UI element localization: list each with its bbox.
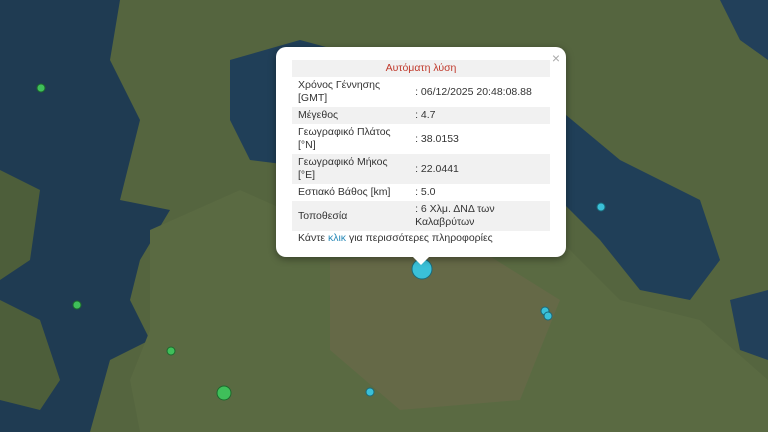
- row-label: Τοποθεσία: [298, 209, 348, 222]
- earthquake-popup: × Αυτόματη λύση Χρόνος Γέννησης [GMT] : 0…: [276, 47, 566, 257]
- land-west: [0, 170, 60, 410]
- row-label: Χρόνος Γέννησης [GMT]: [298, 79, 381, 104]
- sea-east: [720, 0, 768, 360]
- row-label: Μέγεθος: [298, 109, 339, 121]
- table-row: Χρόνος Γέννησης [GMT] : 06/12/2025 20:48:…: [292, 77, 550, 107]
- row-label: Γεωγραφικό Μήκος [°E]: [298, 156, 388, 181]
- mountains: [330, 250, 560, 410]
- table-row: Εστιακό Βάθος [km] : 5.0: [292, 184, 550, 201]
- row-label: Γεωγραφικό Πλάτος [°N]: [298, 126, 391, 151]
- table-row: Γεωγραφικό Πλάτος [°N] : 38.0153: [292, 124, 550, 154]
- more-info-text: Κάντε κλικ για περισσότερες πληροφορίες: [298, 232, 493, 244]
- earthquake-marker[interactable]: [36, 83, 46, 93]
- table-row: Τοποθεσία : 6 Χλμ. ΔΝΔ των Καλαβρύτων: [292, 201, 550, 231]
- footer-pre: Κάντε: [298, 232, 328, 244]
- popup-tip: [411, 255, 431, 265]
- earthquake-marker[interactable]: [166, 346, 176, 356]
- row-label: Εστιακό Βάθος [km]: [298, 186, 391, 198]
- row-value: : 5.0: [415, 186, 436, 198]
- close-icon[interactable]: ×: [551, 50, 560, 66]
- table-row: Μέγεθος : 4.7: [292, 107, 550, 124]
- row-value: : 22.0441: [415, 162, 459, 175]
- sea-west: [0, 0, 170, 432]
- row-value: : 06/12/2025 20:48:08.88: [415, 85, 532, 98]
- row-value: : 38.0153: [415, 132, 459, 145]
- earthquake-marker[interactable]: [72, 300, 82, 310]
- more-info-link[interactable]: κλικ: [327, 232, 347, 244]
- footer-post: για περισσότερες πληροφορίες: [346, 232, 493, 244]
- row-value: : 6 Χλμ. ΔΝΔ των Καλαβρύτων: [415, 203, 495, 228]
- earthquake-marker[interactable]: [596, 202, 606, 212]
- popup-title: Αυτόματη λύση: [385, 62, 457, 74]
- earthquake-marker[interactable]: [216, 385, 232, 401]
- table-row: Γεωγραφικό Μήκος [°E] : 22.0441: [292, 154, 550, 184]
- earthquake-marker[interactable]: [543, 311, 553, 321]
- earthquake-details-table: Αυτόματη λύση Χρόνος Γέννησης [GMT] : 06/…: [292, 60, 550, 231]
- row-value: : 4.7: [415, 109, 436, 121]
- earthquake-marker[interactable]: [365, 387, 375, 397]
